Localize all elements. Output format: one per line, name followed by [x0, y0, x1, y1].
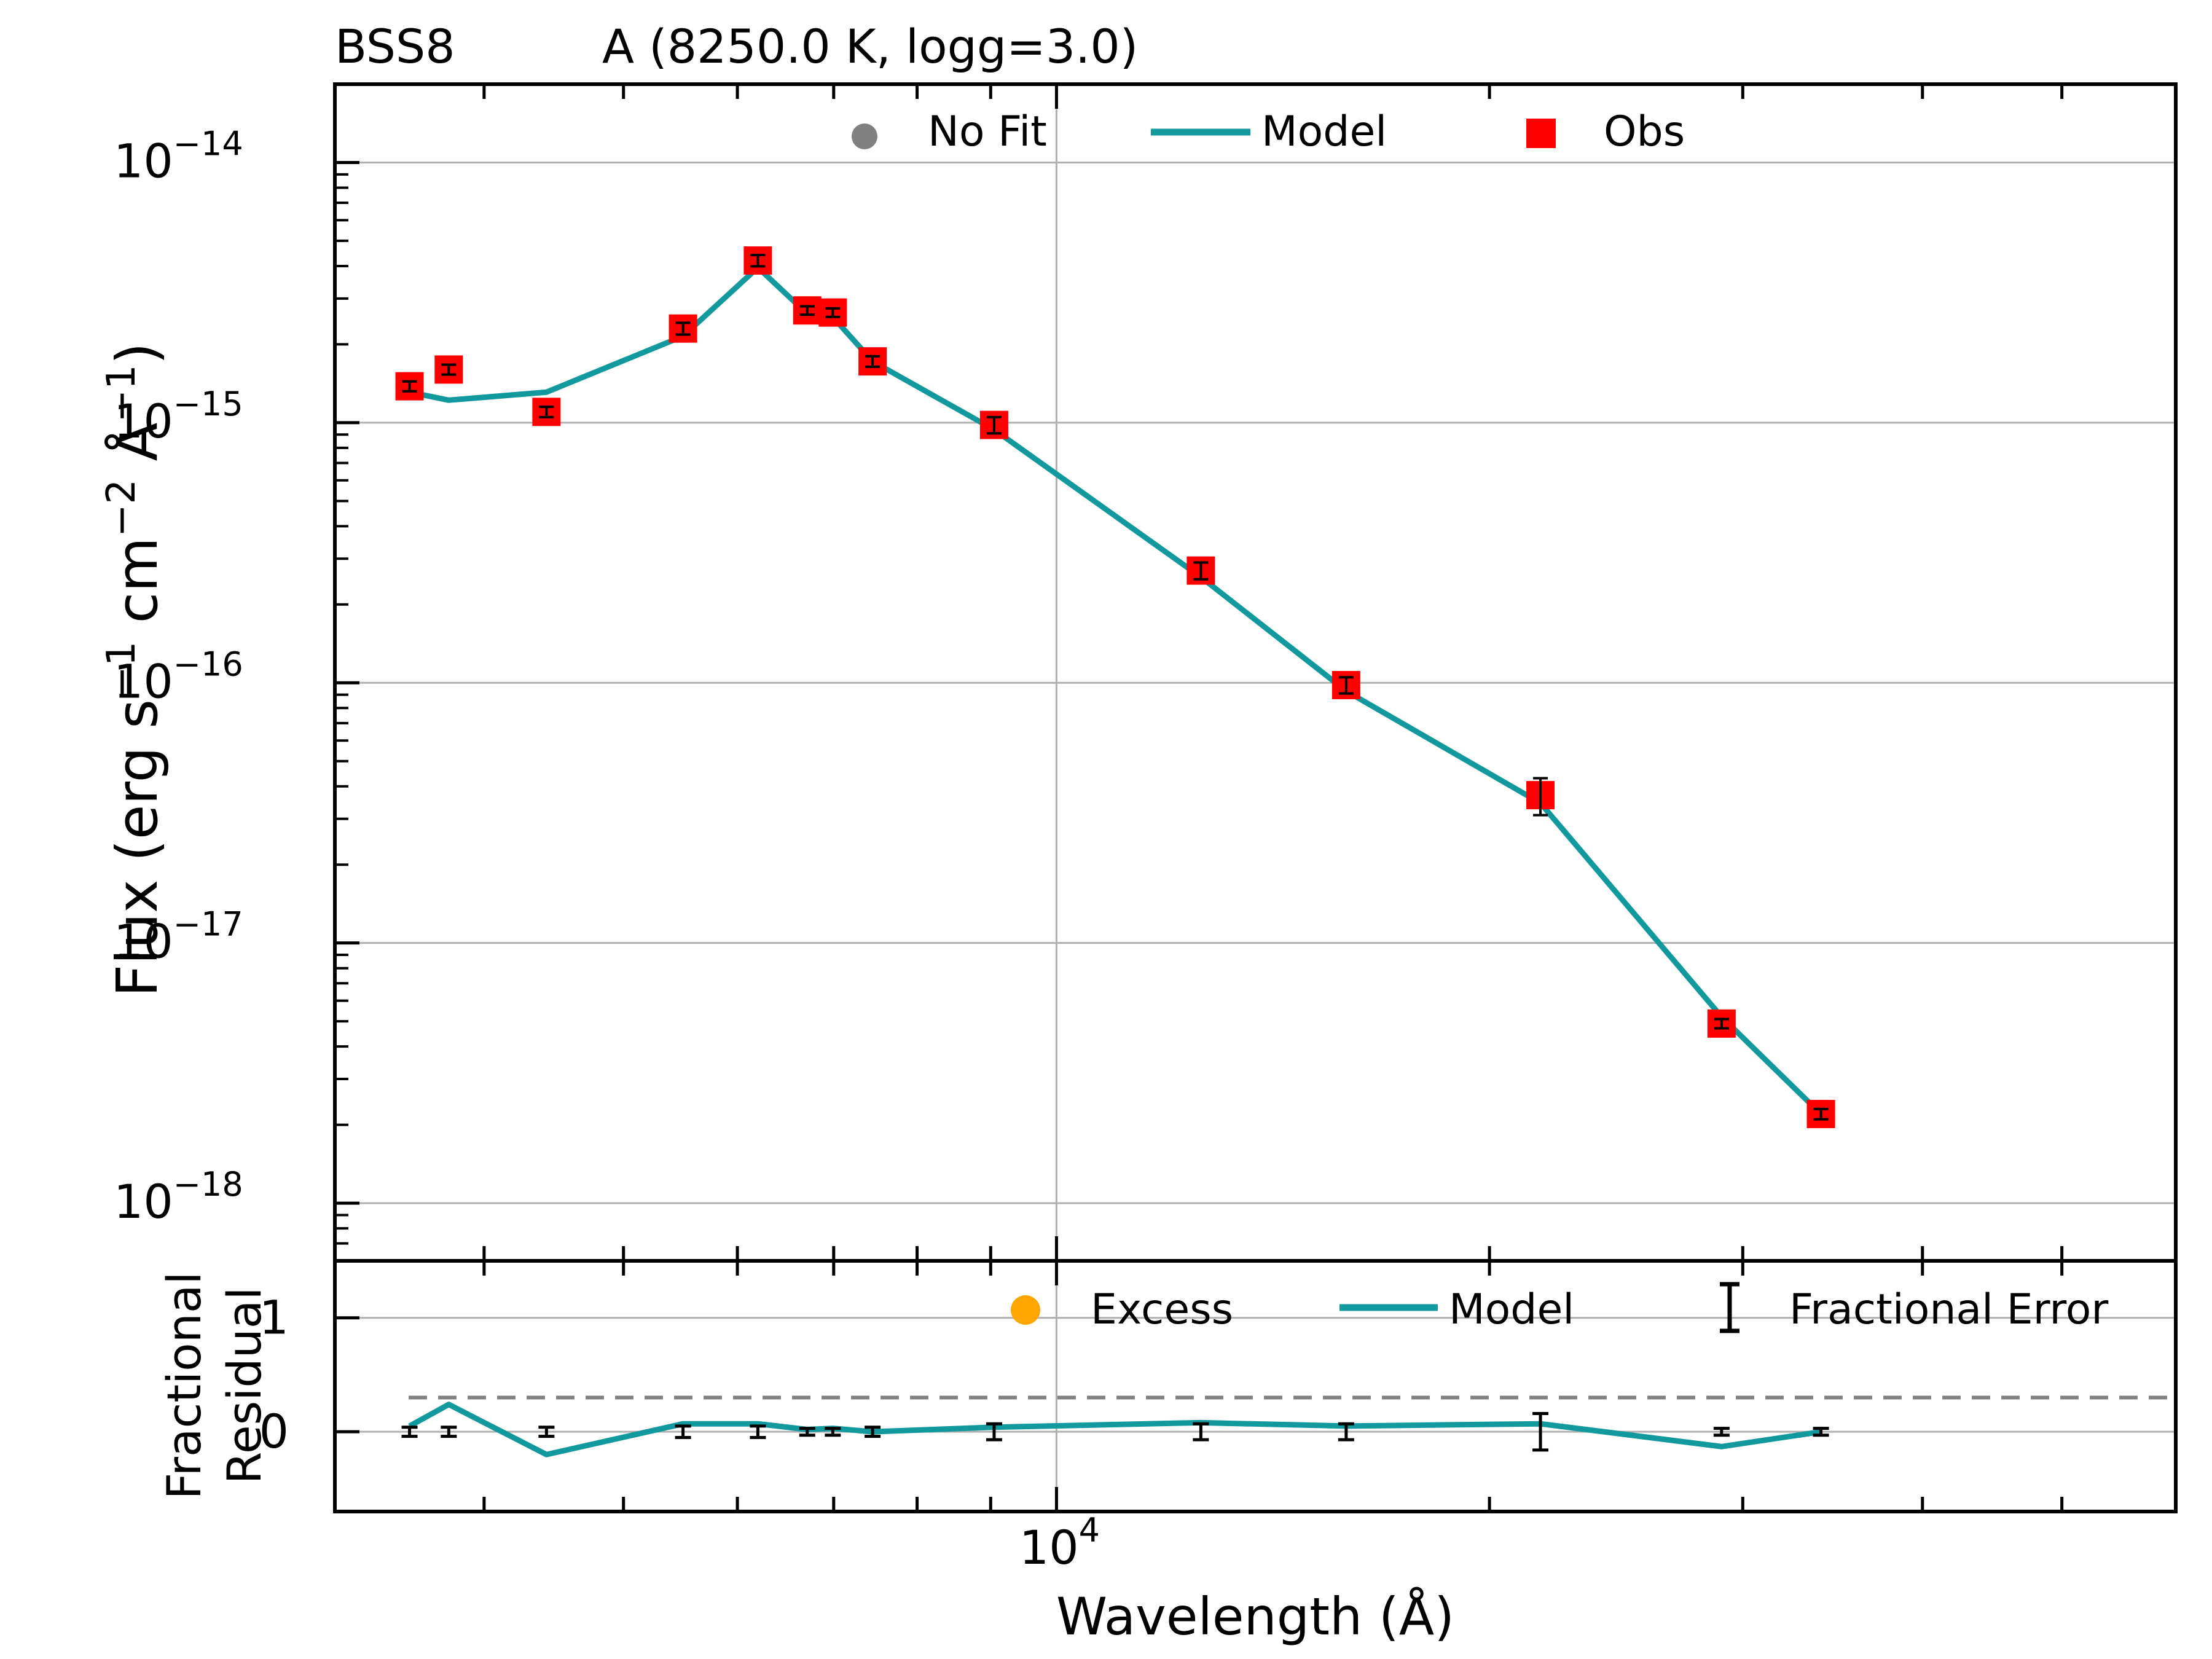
sed-error-bars — [402, 254, 1829, 1121]
legend-model-label-residual: Model — [1449, 1285, 1574, 1334]
residual-error-6 — [825, 1427, 841, 1437]
residual-y-axis-label: Fractional — [157, 1271, 211, 1499]
obs-error-0 — [402, 380, 417, 393]
residual-xtick-labels: 104 — [1019, 1511, 1100, 1575]
obs-error-10 — [1338, 676, 1354, 695]
residual-error-7 — [865, 1426, 881, 1438]
fit-description: A (8250.0 K, logg=3.0) — [602, 19, 1138, 74]
obs-error-8 — [986, 415, 1002, 435]
residual-error-4 — [750, 1424, 766, 1439]
obs-error-7 — [865, 355, 880, 368]
legend-excess-label: Excess — [1091, 1285, 1233, 1334]
x-axis-label: Wavelength (Å) — [1056, 1586, 1454, 1647]
obs-error-1 — [441, 363, 457, 376]
sed-obs-points — [395, 246, 1835, 1129]
legend-obs-label: Obs — [1604, 108, 1685, 156]
residual-error-5 — [799, 1427, 815, 1437]
residual-plot-frame — [333, 1259, 2178, 1513]
residual-model-polyline — [408, 1402, 1822, 1457]
legend-nofit-label: No Fit — [928, 108, 1047, 156]
residual-legend: Excess Model Fractional Error — [1011, 1282, 2108, 1334]
sed-model-line — [409, 264, 1823, 1116]
residual-error-13 — [1813, 1427, 1829, 1437]
sed-panel: 10−18 10−17 10−16 10−15 10−14 No Fit Model O… — [99, 82, 2178, 1263]
sed-legend: No Fit Model Obs — [852, 108, 1685, 156]
residual-error-12 — [1713, 1427, 1730, 1437]
sed-model-polyline — [409, 264, 1823, 1116]
sed-y-axis-label: Flux (erg s−1 cm−2 Å−1) — [99, 342, 170, 997]
sed-plot-frame — [333, 82, 2178, 1263]
residual-panel: 01 104 Excess Model Fractional Error Fra… — [157, 1259, 2178, 1647]
residual-error-0 — [401, 1426, 418, 1438]
residual-ytick-labels: 01 — [259, 1290, 289, 1459]
residual-ticks — [335, 1261, 2064, 1512]
residual-xtick-label-0: 104 — [1019, 1511, 1100, 1575]
sed-ytick-labels: 10−18 10−17 10−16 10−15 10−14 — [114, 124, 243, 1229]
residual-y-axis-label-2: Residual — [217, 1287, 272, 1484]
sed-ticks — [335, 83, 2064, 1262]
sed-grid — [335, 84, 2176, 1261]
residual-error-2 — [538, 1426, 555, 1438]
legend-excess-marker — [1011, 1295, 1040, 1325]
obs-error-11 — [1533, 777, 1548, 817]
residual-error-11 — [1532, 1412, 1549, 1452]
legend-model-label: Model — [1261, 108, 1387, 156]
sed-ytick-label-4: 10−14 — [114, 124, 243, 188]
residual-error-9 — [1193, 1422, 1209, 1441]
sed-ytick-label-1: 10−17 — [114, 905, 243, 969]
residual-error-10 — [1338, 1422, 1354, 1441]
residual-model-line — [408, 1402, 1822, 1457]
residual-error-1 — [441, 1426, 457, 1438]
obs-error-12 — [1714, 1018, 1729, 1030]
legend-nofit-marker — [852, 124, 877, 149]
legend-obs-marker — [1526, 119, 1556, 148]
obs-error-4 — [750, 254, 766, 268]
legend-error-marker — [1720, 1282, 1739, 1333]
residual-error-3 — [675, 1424, 691, 1439]
obs-error-2 — [539, 406, 554, 418]
residual-ytick-label-1: 1 — [259, 1290, 289, 1345]
obs-error-3 — [675, 321, 691, 336]
legend-error-label: Fractional Error — [1789, 1285, 2108, 1334]
sed-ytick-label-3: 10−15 — [114, 385, 243, 449]
object-name: BSS8 — [335, 19, 455, 74]
obs-error-13 — [1813, 1107, 1829, 1121]
obs-error-5 — [799, 305, 815, 316]
residual-ytick-label-0: 0 — [259, 1404, 289, 1459]
sed-ytick-label-0: 10−18 — [114, 1165, 243, 1229]
obs-error-9 — [1193, 561, 1209, 581]
residual-error-bars — [401, 1412, 1829, 1452]
sed-ytick-label-2: 10−16 — [114, 645, 243, 708]
residual-error-8 — [986, 1422, 1002, 1441]
obs-error-6 — [825, 307, 841, 318]
